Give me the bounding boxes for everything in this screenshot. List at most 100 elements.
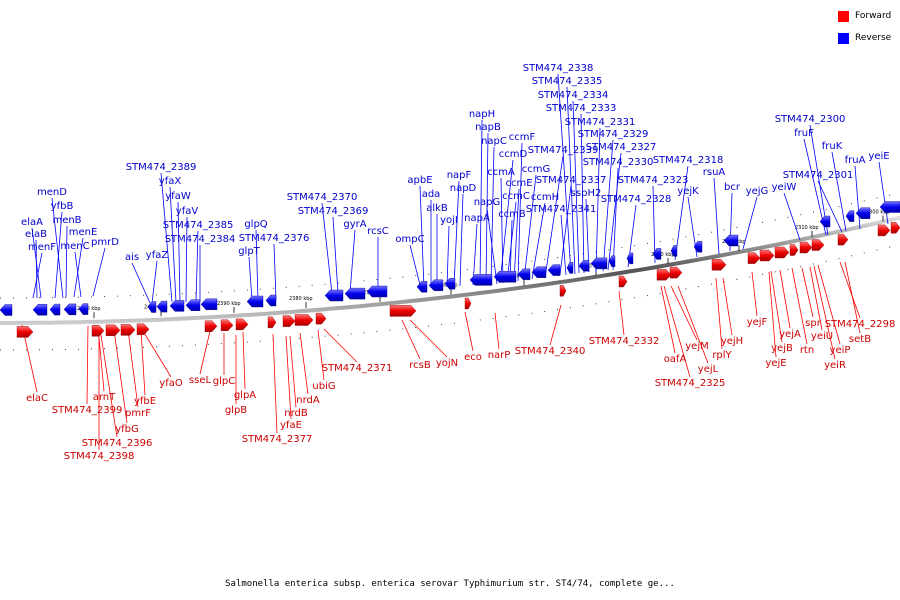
reverse-gene-arrow — [819, 215, 831, 228]
forward-gene-label-yfbe: yfbE — [134, 396, 156, 407]
forward-gene-leader — [323, 328, 358, 363]
reverse-gene-label-stm474-2323: STM474_2323 — [618, 175, 689, 186]
reverse-gene-leader — [248, 256, 253, 301]
forward-gene-arrow — [656, 269, 672, 281]
forward-gene-leader — [677, 285, 709, 364]
reverse-gene-label-napf: napF — [447, 170, 472, 181]
forward-gene-label-stm474-2377: STM474_2377 — [242, 434, 313, 445]
forward-gene-leader — [127, 329, 139, 408]
reverse-gene-arrow — [723, 234, 739, 247]
forward-gene-arrow — [16, 326, 34, 338]
reverse-gene-leader — [517, 142, 523, 282]
reverse-gene-leader — [151, 260, 158, 304]
forward-gene-leader — [715, 277, 723, 350]
forward-gene-arrow — [220, 319, 234, 331]
reverse-gene-label-ada: ada — [422, 189, 441, 200]
reverse-gene-arrow — [469, 274, 493, 286]
forward-gene-label-yejl: yejL — [698, 364, 719, 375]
reverse-gene-leader — [499, 159, 514, 284]
forward-gene-leader — [722, 277, 733, 336]
forward-gene-label-elac: elaC — [26, 393, 48, 404]
forward-gene-leader — [791, 267, 808, 345]
forward-gene-leader — [768, 271, 777, 358]
reverse-gene-label-elab: elaB — [25, 229, 47, 240]
forward-gene-arrow — [877, 224, 891, 237]
reverse-gene-leader — [51, 197, 64, 299]
forward-gene-leader — [401, 319, 421, 360]
reverse-gene-arrow — [63, 303, 77, 316]
reverse-gene-label-stm474-2318: STM474_2318 — [653, 155, 724, 166]
reverse-gene-leader — [831, 151, 847, 232]
reverse-gene-label-menc: menC — [60, 241, 89, 252]
forward-gene-leader — [113, 329, 128, 424]
reverse-gene-label-alkb: alkB — [426, 203, 448, 214]
reverse-gene-label-stm474-2327: STM474_2327 — [586, 142, 657, 153]
reverse-gene-leader — [585, 198, 590, 273]
reverse-gene-label-stm474-2300: STM474_2300 — [775, 114, 846, 125]
forward-gene-arrow — [267, 316, 277, 329]
reverse-gene-leader — [560, 214, 567, 276]
lower-track-guide — [0, 244, 900, 351]
legend-item-forward: Forward — [838, 9, 891, 23]
forward-gene-label-stm474-2325: STM474_2325 — [655, 378, 726, 389]
reverse-gene-label-stm474-2338: STM474_2338 — [523, 63, 594, 74]
reverse-gene-leader — [559, 185, 572, 276]
reverse-gene-leader — [544, 155, 564, 279]
reverse-gene-arrow — [366, 285, 388, 298]
reverse-gene-leader — [580, 113, 585, 274]
forward-gene-leader — [839, 261, 861, 319]
tick-label: 2330 kbp — [651, 252, 675, 258]
reverse-gene-label-bcr: bcr — [724, 182, 741, 193]
reverse-gene-leader — [65, 225, 68, 298]
reverse-gene-leader — [595, 127, 601, 273]
reverse-gene-leader — [32, 252, 43, 299]
reverse-gene-leader — [160, 172, 173, 303]
forward-gene-label-yojn: yojN — [436, 358, 458, 369]
reverse-gene-leader — [349, 229, 356, 294]
forward-gene-arrow — [837, 233, 849, 246]
reverse-gene-leader — [490, 146, 495, 285]
forward-gene-label-rtn: rtn — [800, 345, 814, 356]
genome-backbone — [0, 215, 900, 325]
reverse-gene-label-stm474-2341: STM474_2341 — [526, 204, 597, 215]
reverse-gene-label-frua: fruA — [845, 155, 866, 166]
forward-gene-arrow — [759, 249, 775, 262]
reverse-gene-arrow — [246, 295, 264, 308]
reverse-gene-label-yejg: yejG — [746, 186, 769, 197]
reverse-gene-leader — [572, 100, 580, 274]
forward-gene-label-yeja: yejA — [779, 329, 801, 340]
reverse-gene-arrow — [185, 299, 201, 311]
forward-gene-leader — [99, 328, 118, 438]
forward-gene-arrow — [136, 323, 150, 335]
forward-gene-leader — [817, 264, 841, 345]
reverse-gene-leader — [453, 180, 460, 287]
reverse-gene-arrow — [428, 279, 444, 291]
reverse-gene-label-ccmc: ccmC — [502, 191, 530, 202]
reverse-gene-leader — [185, 216, 188, 303]
forward-gene-label-nrda: nrdA — [296, 395, 320, 406]
forward-gene-label-spr: spr — [805, 318, 822, 329]
forward-gene-leader — [770, 270, 783, 343]
reverse-gene-label-pmrd: pmrD — [91, 237, 119, 248]
reverse-gene-leader — [446, 225, 450, 288]
forward-gene-arrow — [91, 325, 105, 337]
reverse-gene-label-yeie: yeiE — [868, 151, 889, 162]
forward-gene-leader — [86, 325, 89, 405]
reverse-gene-arrow — [531, 266, 547, 278]
reverse-gene-leader — [742, 196, 758, 250]
reverse-gene-leader — [523, 174, 537, 281]
forward-gene-leader — [801, 267, 814, 318]
reverse-gene-arrow — [845, 210, 855, 222]
reverse-gene-leader — [169, 186, 177, 303]
legend-reverse-label: Reverse — [855, 33, 892, 43]
forward-gene-arrow — [235, 318, 249, 331]
forward-gene-leader — [272, 333, 278, 434]
forward-gene-label-yeje: yejE — [765, 358, 786, 369]
reverse-gene-leader — [500, 177, 504, 284]
forward-gene-label-yfbg: yfbG — [115, 424, 139, 435]
forward-gene-arrow — [464, 297, 472, 310]
reverse-gene-label-ccmb: ccmB — [498, 209, 526, 220]
reverse-gene-label-ccmg: ccmG — [522, 164, 551, 175]
forward-gene-arrow — [747, 252, 761, 264]
reverse-gene-arrow — [493, 271, 517, 283]
